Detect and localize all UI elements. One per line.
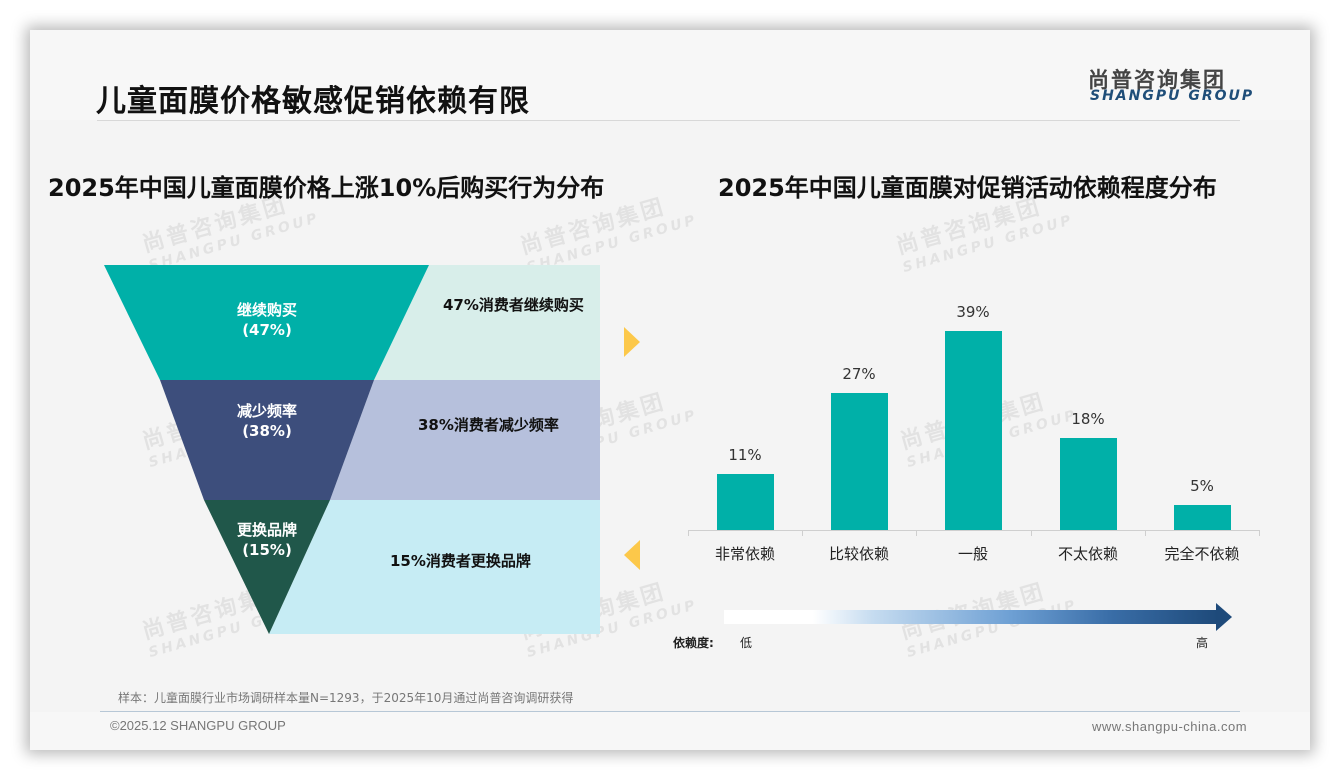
bar-not-very-dependent <box>1060 438 1117 530</box>
funnel-band-2 <box>330 380 600 500</box>
funnel-stage-desc: 38%消费者减少频率 <box>418 416 559 434</box>
funnel-stage-desc: 15%消费者更换品牌 <box>390 552 531 570</box>
funnel-band-3 <box>269 500 600 634</box>
axis-tick <box>1145 530 1146 536</box>
bar-fairly-dependent <box>831 393 888 530</box>
dependency-scale-arrow <box>724 603 1234 633</box>
arrow-right-icon <box>1216 603 1232 631</box>
bar-value-label: 18% <box>1071 410 1105 428</box>
funnel-stage-label: 减少频率 (38%) <box>236 402 297 440</box>
category-label: 完全不依赖 <box>1164 545 1240 563</box>
axis-tick <box>802 530 803 536</box>
bar-not-dependent <box>1174 505 1231 530</box>
logo-text-cn: 尚普咨询集团 <box>1088 68 1226 92</box>
funnel-stage-label: 更换品牌 (15%) <box>236 521 297 559</box>
axis-tick <box>688 530 689 536</box>
x-axis <box>688 530 1260 531</box>
category-label: 非常依赖 <box>714 545 775 563</box>
website-link[interactable]: www.shangpu-china.com <box>1092 719 1248 734</box>
copyright: ©2025.12 SHANGPU GROUP <box>110 718 286 733</box>
category-label: 不太依赖 <box>1057 545 1118 563</box>
axis-tick <box>916 530 917 536</box>
category-label: 一般 <box>957 545 988 563</box>
funnel-chart-title: 2025年中国儿童面膜价格上涨10%后购买行为分布 <box>48 174 605 202</box>
funnel-segment-2 <box>160 380 374 500</box>
footer-divider <box>100 711 1240 712</box>
triangle-left-icon <box>624 540 640 570</box>
header-band <box>30 30 1310 120</box>
funnel-band-1 <box>374 265 600 380</box>
scale-low-label: 低 <box>740 636 753 650</box>
sample-note: 样本：儿童面膜行业市场调研样本量N=1293，于2025年10月通过尚普咨询调研… <box>118 691 574 705</box>
funnel-stage-label: 继续购买 (47%) <box>236 301 297 339</box>
axis-tick <box>1031 530 1032 536</box>
bar-value-label: 27% <box>842 365 876 383</box>
bar-very-dependent <box>717 474 774 530</box>
slide: 儿童面膜价格敏感促销依赖有限 尚普咨询集团 SHANGPU GROUP 尚普咨询… <box>30 30 1310 750</box>
bar-chart: 11% 27% 39% 18% 5% 非常依赖 比较依赖 一般 不太依赖 完全不… <box>688 290 1263 580</box>
bar-value-label: 5% <box>1190 477 1214 495</box>
triangle-right-icon <box>624 327 640 357</box>
funnel-segment-1 <box>104 265 429 380</box>
axis-tick <box>1259 530 1260 536</box>
funnel-segment-3 <box>204 500 330 634</box>
funnel-chart: 继续购买 (47%) 减少频率 (38%) 更换品牌 (15%) 47%消费者继续购买… <box>104 265 600 635</box>
page-title: 儿童面膜价格敏感促销依赖有限 <box>96 84 530 119</box>
title-divider <box>97 120 1240 121</box>
footer-band <box>30 712 1310 750</box>
bar-chart-title: 2025年中国儿童面膜对促销活动依赖程度分布 <box>718 174 1217 202</box>
logo-text-en: SHANGPU GROUP <box>1090 88 1255 104</box>
bar-neutral <box>945 331 1002 530</box>
bar-value-label: 39% <box>956 303 990 321</box>
scale-high-label: 高 <box>1196 636 1209 650</box>
funnel-stage-desc: 47%消费者继续购买 <box>443 296 584 314</box>
gradient-bar <box>724 610 1218 624</box>
bar-value-label: 11% <box>728 446 762 464</box>
category-label: 比较依赖 <box>828 545 889 563</box>
scale-label: 依赖度: <box>673 636 714 650</box>
